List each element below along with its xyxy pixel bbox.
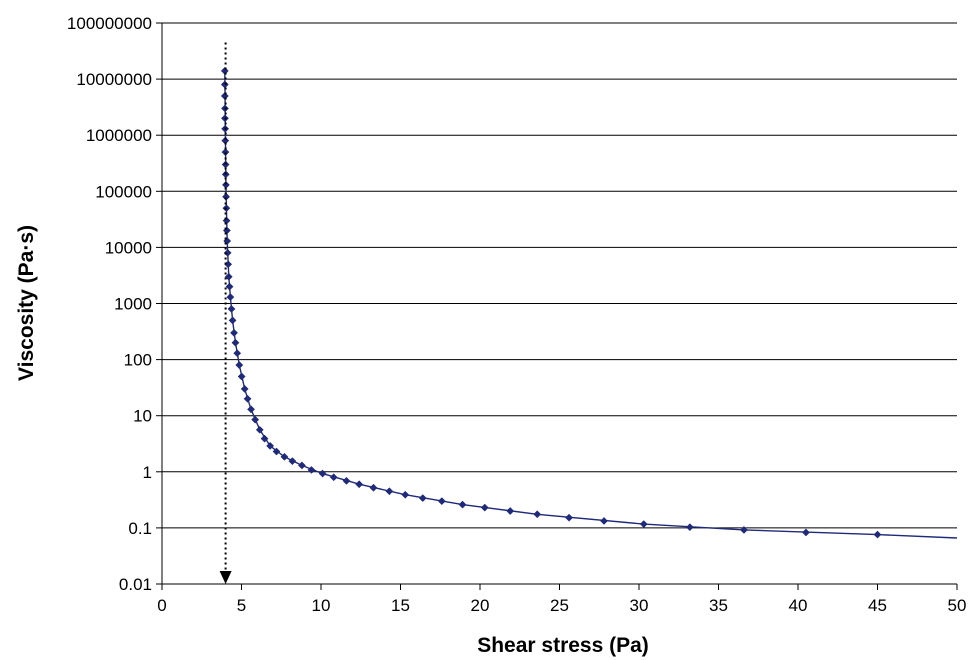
data-point <box>288 457 297 466</box>
data-point <box>220 80 229 89</box>
data-point <box>233 349 242 358</box>
x-tick-label: 50 <box>948 596 967 615</box>
data-point <box>385 487 394 496</box>
data-point <box>297 461 306 470</box>
x-tick-labels: 0 5 10 15 20 25 30 35 40 45 50 <box>157 596 966 615</box>
data-point <box>480 503 489 512</box>
data-point <box>222 192 231 201</box>
data-point <box>873 530 882 539</box>
data-point <box>260 434 269 443</box>
data-point <box>355 480 364 489</box>
data-point <box>437 497 446 506</box>
data-point <box>230 328 238 337</box>
arrow-down-icon <box>219 571 232 584</box>
x-tick-label: 30 <box>630 596 649 615</box>
data-point <box>801 528 810 537</box>
y-tick-label: 0.01 <box>119 575 152 594</box>
data-point <box>565 513 573 522</box>
data-point <box>222 226 231 235</box>
data-point <box>342 476 351 485</box>
data-point <box>458 500 467 509</box>
data-point <box>225 282 234 291</box>
x-tick-label: 0 <box>157 596 166 615</box>
data-point <box>639 520 648 529</box>
data-point <box>226 293 235 302</box>
y-tick-label: 10 <box>133 407 152 426</box>
data-point <box>506 507 515 515</box>
data-point <box>272 447 281 456</box>
data-point <box>418 494 427 503</box>
x-axis-title: Shear stress (Pa) <box>477 634 649 657</box>
data-point <box>240 384 249 393</box>
data-point <box>685 523 694 532</box>
x-tick-label: 5 <box>237 596 246 615</box>
data-point <box>600 516 608 525</box>
data-point <box>266 441 275 450</box>
y-tick-label: 1000 <box>114 295 152 314</box>
data-series <box>220 66 958 539</box>
x-tick-label: 35 <box>709 596 728 615</box>
data-point <box>329 473 338 482</box>
y-tick-label: 1000000 <box>86 126 152 145</box>
x-tick-label: 45 <box>868 596 887 615</box>
data-point <box>318 469 327 478</box>
data-point <box>739 525 748 534</box>
data-point <box>220 66 229 75</box>
x-tick-label: 20 <box>471 596 490 615</box>
data-point <box>221 148 230 157</box>
x-tick-label: 25 <box>550 596 569 615</box>
axes <box>156 22 958 590</box>
y-tick-labels: 0.01 0.1 1 10 100 1000 10000 100000 1000000 10000… <box>67 14 152 594</box>
data-point <box>251 415 260 424</box>
x-tick-label: 15 <box>391 596 410 615</box>
data-point <box>247 405 255 414</box>
data-point <box>220 92 229 100</box>
data-point <box>235 361 244 369</box>
data-point <box>227 304 236 313</box>
data-point <box>231 338 240 347</box>
data-point <box>255 425 264 434</box>
data-point <box>224 272 233 281</box>
data-point <box>307 465 316 474</box>
data-point <box>237 372 246 381</box>
data-point <box>221 160 230 169</box>
y-tick-label: 0.1 <box>128 519 152 538</box>
data-point <box>223 248 232 257</box>
data-point <box>533 510 542 519</box>
data-point <box>243 394 252 403</box>
data-point <box>228 316 237 325</box>
gridlines <box>162 22 957 529</box>
x-tick-label: 40 <box>789 596 808 615</box>
y-tick-label: 10000000 <box>76 70 152 89</box>
data-point <box>401 490 410 499</box>
y-tick-label: 100 <box>124 351 152 370</box>
x-tick-label: 10 <box>312 596 331 615</box>
y-tick-label: 10000 <box>105 238 152 257</box>
annotations <box>219 42 232 584</box>
y-axis-title: Viscosity (Pa·s) <box>15 225 38 381</box>
y-tick-label: 100000 <box>95 182 152 201</box>
data-point <box>221 180 230 189</box>
data-point <box>369 483 378 492</box>
y-tick-label: 1 <box>143 463 152 482</box>
data-point <box>280 452 289 461</box>
y-tick-label: 100000000 <box>67 14 152 33</box>
series-line <box>224 70 958 539</box>
